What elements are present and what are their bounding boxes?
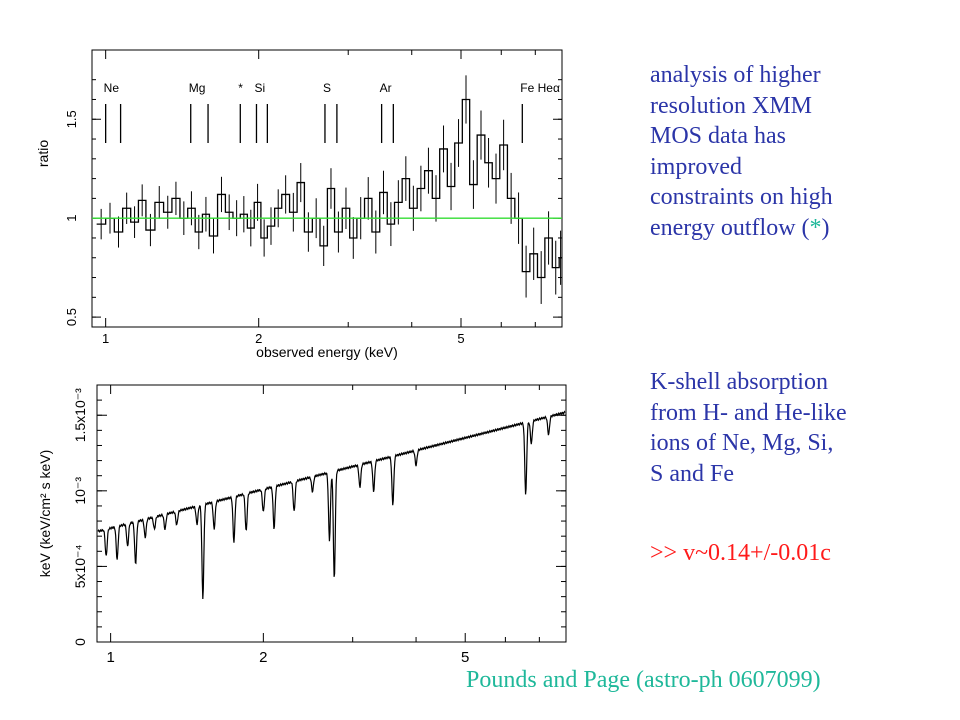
analysis-description: analysis of higher resolution XMM MOS da… xyxy=(650,60,950,243)
spectrum-chart: 1 2 5 0 5x10⁻⁴ 10⁻³ 1.5x10⁻³ keV (keV/cm² s keV… xyxy=(37,384,567,666)
y-tick-label: 10⁻³ xyxy=(72,477,88,505)
x-tick-label: 2 xyxy=(259,649,267,666)
x-tick-label: 1 xyxy=(106,649,114,666)
analysis-line: energy outflow xyxy=(650,214,796,241)
paren-open: ( xyxy=(795,214,810,241)
x-axis-label: observed energy (keV) xyxy=(256,344,398,360)
paren-close: ) xyxy=(821,214,830,241)
ratio-series-line xyxy=(96,98,562,279)
line-marker-label: Mg xyxy=(189,81,206,95)
y-tick-label: 1.5 xyxy=(64,110,79,128)
x-tick-label: 1 xyxy=(102,331,109,346)
citation-credit: Pounds and Page (astro-ph 0607099) xyxy=(466,667,821,693)
y-tick-label: 1 xyxy=(64,215,79,222)
analysis-line-last: energy outflow (*) xyxy=(650,213,950,244)
kshell-line: S and Fe xyxy=(650,460,734,487)
x-tick-label: 5 xyxy=(461,649,469,666)
line-marker-label: Si xyxy=(254,81,265,95)
x-tick-label: 2 xyxy=(255,331,262,346)
analysis-line: analysis of higher xyxy=(650,62,821,88)
line-marker-label: Fe Heα xyxy=(520,81,560,95)
line-marker-label: Ne xyxy=(104,81,120,95)
model-spectrum-line xyxy=(97,410,566,599)
line-marker-label: * xyxy=(238,81,243,95)
kshell-line: from H- and He-like xyxy=(650,399,847,426)
line-marker-label: Ar xyxy=(380,81,392,95)
star-marker: * xyxy=(809,214,822,241)
analysis-line: resolution XMM xyxy=(650,92,812,119)
y-tick-label: 1.5x10⁻³ xyxy=(72,388,88,442)
plot-frame xyxy=(91,49,563,328)
ratio-chart: 1 2 5 0.5 1 1.5 observed energy (keV) ratio Ne Mg… xyxy=(35,49,563,360)
analysis-line: improved xyxy=(650,153,742,180)
line-marker-label: S xyxy=(323,81,331,95)
y-tick-label: 0 xyxy=(72,638,88,646)
y-tick-label: 5x10⁻⁴ xyxy=(72,545,88,589)
analysis-line: MOS data has xyxy=(650,123,786,149)
velocity-result: >> v~0.14+/-0.01c xyxy=(650,540,831,566)
y-axis-label: keV (keV/cm² s keV) xyxy=(37,450,53,578)
x-tick-label: 5 xyxy=(457,331,464,346)
kshell-line: K-shell absorption xyxy=(650,369,828,395)
y-tick-label: 0.5 xyxy=(64,308,79,326)
y-axis-label: ratio xyxy=(35,140,51,167)
analysis-line: constraints on high xyxy=(650,184,833,210)
kshell-line: ions of Ne, Mg, Si, xyxy=(650,430,834,456)
plot-frame xyxy=(96,384,567,643)
kshell-description: K-shell absorption from H- and He-like i… xyxy=(650,367,950,489)
